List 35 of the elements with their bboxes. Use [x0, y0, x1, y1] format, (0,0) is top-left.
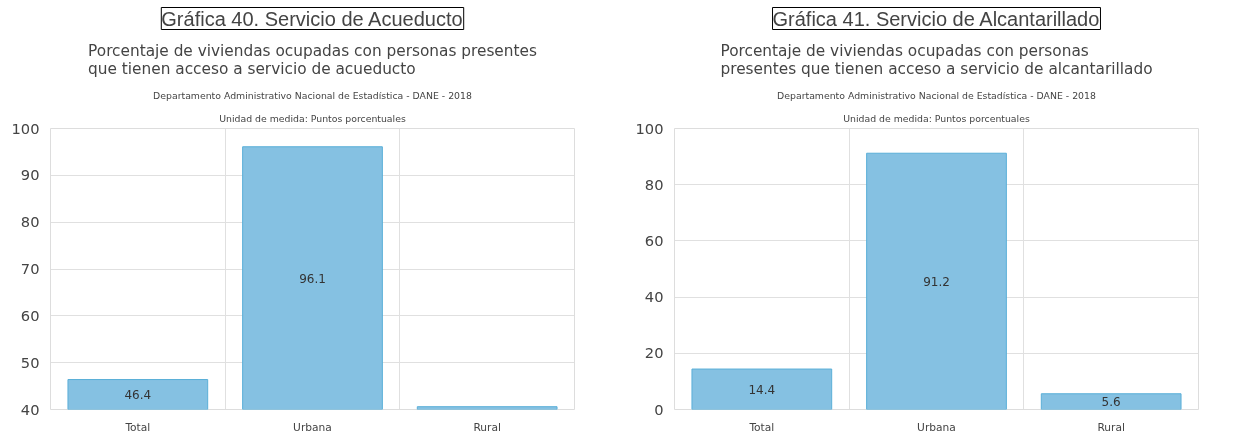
y-tick-label: 80: [644, 175, 664, 193]
y-tick-label: 60: [20, 306, 40, 324]
y-tick-label: 0: [654, 400, 664, 418]
bar: [866, 152, 1007, 410]
y-tick-label: 100: [11, 119, 40, 137]
chart-title: Gráfica 41. Servicio de Alcantarillado: [772, 7, 1100, 30]
y-tick-label: 20: [644, 344, 664, 362]
x-tick-label: Total: [748, 420, 775, 434]
chart-subtitle: Porcentaje de viviendas ocupadas con personas presentes que tienen acceso a servicio de alcantarillado: [720, 41, 1153, 78]
x-tick-label: Urbana: [917, 420, 956, 434]
x-tick-label: Urbana: [293, 420, 332, 434]
bar: [691, 368, 833, 410]
text: Departamento Administrativo Nacional de Estadística - DANE - 2018: [777, 89, 1096, 101]
x-tick-label: Total: [124, 420, 151, 434]
text: Unidad de medida: Puntos porcentuales: [219, 112, 406, 124]
y-tick-label: 40: [20, 400, 40, 418]
y-tick-label: 40: [644, 288, 664, 306]
x-tick-label: Rural: [473, 420, 501, 434]
data-label: 91.2: [923, 274, 950, 289]
y-tick-label: 90: [20, 166, 40, 184]
y-tick-label: 80: [20, 213, 40, 231]
chart-title: Gráfica 40. Servicio de Acueducto: [161, 7, 463, 30]
x-tick-label: Rural: [1097, 420, 1125, 434]
y-tick-label: 70: [20, 260, 40, 277]
y-tick-label: 50: [20, 353, 40, 371]
text: Departamento Administrativo Nacional de Estadística - DANE - 2018: [153, 89, 472, 101]
data-label: 5.6: [1101, 395, 1121, 410]
y-tick-label: 60: [644, 231, 664, 249]
text: Unidad de medida: Puntos porcentuales: [843, 112, 1030, 124]
data-label: 46.4: [124, 388, 152, 403]
data-label: 96.1: [299, 271, 326, 286]
y-tick-label: 100: [635, 119, 664, 137]
bar: [1040, 393, 1182, 410]
chart-subtitle: Porcentaje de viviendas ocupadas con personas presentes que tienen acceso a servicio de acueducto: [88, 41, 537, 78]
data-label: 14.4: [748, 382, 776, 397]
